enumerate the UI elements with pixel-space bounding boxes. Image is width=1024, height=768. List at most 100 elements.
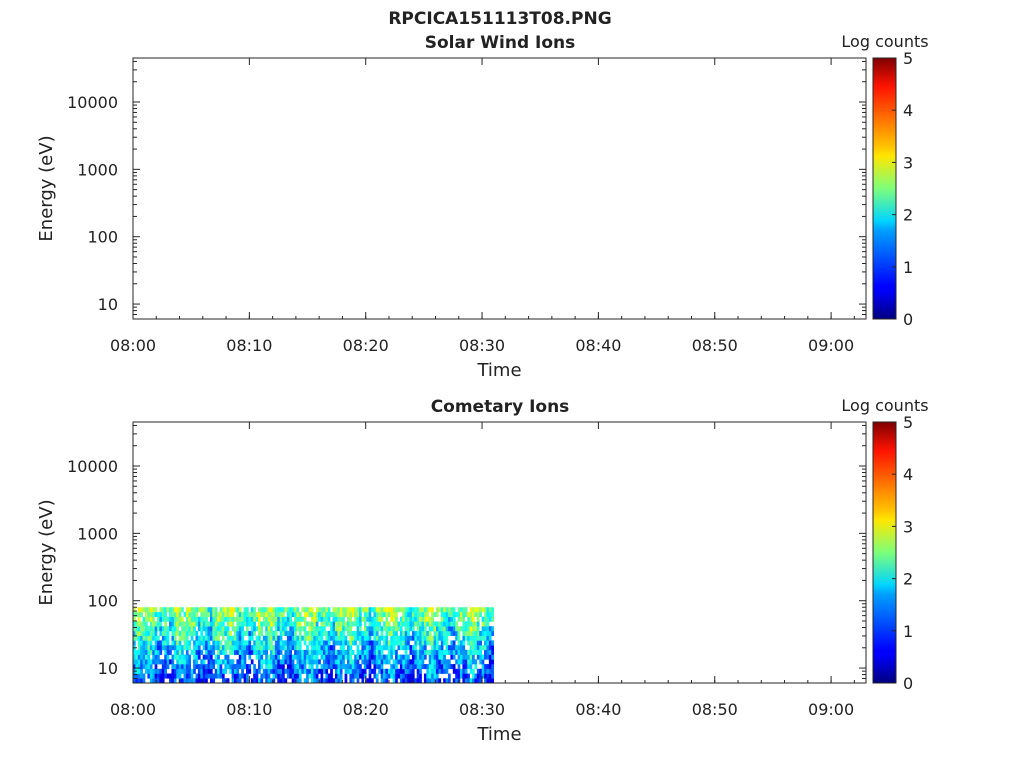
- heatmap-cell: [253, 678, 256, 684]
- heatmap-cell: [438, 668, 442, 674]
- heatmap-cell: [157, 616, 160, 622]
- heatmap-cell: [291, 664, 295, 670]
- heatmap-cell: [190, 673, 194, 679]
- heatmap-cell: [443, 678, 446, 684]
- heatmap-cell: [445, 621, 449, 627]
- heatmap-cell: [433, 659, 437, 665]
- heatmap-cell: [217, 654, 220, 660]
- heatmap-cell: [330, 611, 333, 618]
- y-tick-label: 100: [87, 228, 118, 247]
- heatmap-cell: [445, 630, 449, 636]
- heatmap-cell: [306, 607, 309, 613]
- heatmap-cell: [457, 654, 461, 660]
- heatmap-cell: [258, 630, 261, 636]
- heatmap-cell: [416, 630, 420, 636]
- heatmap-cell: [385, 645, 389, 651]
- heatmap-cell: [464, 659, 468, 665]
- heatmap-cell: [133, 621, 136, 627]
- heatmap-cell: [140, 649, 143, 655]
- heatmap-cell: [320, 616, 324, 622]
- heatmap-cell: [378, 659, 381, 665]
- heatmap-cell: [310, 668, 314, 674]
- heatmap-cell: [455, 645, 458, 651]
- heatmap-cell: [450, 616, 454, 622]
- heatmap-cell: [438, 654, 442, 660]
- heatmap-cell: [409, 678, 413, 684]
- heatmap-cell: [282, 607, 285, 613]
- heatmap-cell: [229, 607, 232, 613]
- heatmap-cell: [303, 664, 307, 670]
- heatmap-cell: [310, 673, 314, 679]
- heatmap-cell: [426, 621, 430, 627]
- heatmap-cell: [161, 645, 165, 651]
- heatmap-cell: [169, 621, 172, 627]
- heatmap-cell: [325, 621, 329, 627]
- heatmap-cell: [488, 668, 492, 674]
- heatmap-cell: [238, 621, 242, 627]
- heatmap-cell: [209, 668, 213, 674]
- heatmap-cell: [286, 611, 290, 618]
- heatmap-cell: [243, 673, 247, 679]
- heatmap-cell: [472, 626, 475, 632]
- heatmap-cell: [193, 678, 196, 684]
- heatmap-cell: [133, 611, 136, 618]
- heatmap-cell: [152, 649, 155, 655]
- heatmap-cell: [356, 664, 360, 670]
- heatmap-cell: [149, 611, 153, 618]
- heatmap-cell: [359, 607, 362, 613]
- heatmap-cell: [231, 649, 235, 655]
- heatmap-cell: [270, 649, 273, 655]
- heatmap-cell: [371, 607, 374, 613]
- heatmap-cell: [342, 607, 345, 613]
- heatmap-cell: [359, 640, 362, 646]
- heatmap-cell: [178, 654, 182, 660]
- heatmap-cell: [395, 616, 398, 622]
- heatmap-cell: [488, 673, 492, 679]
- heatmap-cell: [298, 640, 302, 646]
- heatmap-cell: [169, 673, 172, 679]
- heatmap-cell: [265, 607, 268, 613]
- heatmap-cell: [217, 668, 220, 674]
- heatmap-cell: [455, 626, 458, 632]
- colorbar-tick-label: 2: [903, 206, 913, 225]
- heatmap-cell: [258, 654, 261, 660]
- heatmap-cell: [462, 645, 466, 651]
- heatmap-cell: [395, 659, 398, 665]
- heatmap-cell: [419, 678, 422, 684]
- heatmap-cell: [258, 645, 261, 651]
- heatmap-cell: [327, 678, 331, 684]
- heatmap-cell: [298, 678, 302, 684]
- heatmap-cell: [166, 664, 170, 670]
- x-tick-label: 08:20: [343, 700, 389, 719]
- heatmap-cell: [464, 630, 468, 636]
- heatmap-cell: [164, 664, 167, 670]
- heatmap-cell: [419, 659, 422, 665]
- heatmap-cell: [320, 664, 324, 670]
- heatmap-cell: [337, 616, 341, 622]
- heatmap-cell: [469, 630, 473, 636]
- heatmap-cell: [464, 668, 468, 674]
- heatmap-cell: [217, 640, 220, 646]
- heatmap-cell: [399, 621, 403, 627]
- heatmap-cell: [421, 640, 425, 646]
- heatmap-cell: [154, 664, 158, 670]
- heatmap-cell: [294, 649, 297, 655]
- heatmap-cell: [226, 654, 230, 660]
- heatmap-cell: [140, 621, 143, 627]
- heatmap-cell: [486, 678, 490, 684]
- heatmap-cell: [423, 654, 427, 660]
- heatmap-cell: [337, 640, 341, 646]
- heatmap-cell: [306, 621, 309, 627]
- heatmap-cell: [233, 626, 237, 632]
- heatmap-cell: [467, 640, 470, 646]
- heatmap-cell: [190, 607, 194, 613]
- heatmap-cell: [414, 664, 418, 670]
- heatmap-cell: [361, 640, 365, 646]
- heatmap-cell: [188, 659, 191, 665]
- heatmap-cell: [221, 607, 225, 613]
- heatmap-cell: [315, 649, 319, 655]
- heatmap-cell: [298, 635, 302, 641]
- heatmap-cell: [414, 649, 418, 655]
- heatmap-cell: [361, 635, 365, 641]
- heatmap-cell: [217, 664, 220, 670]
